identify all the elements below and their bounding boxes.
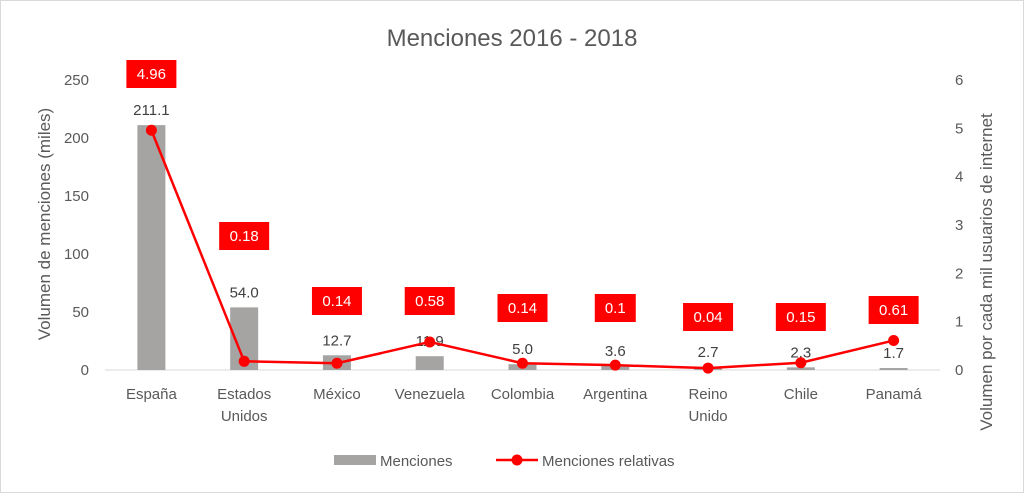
left-tick-label: 200 [64,130,89,147]
category-label: México [313,386,361,403]
bar-value-label: 211.1 [133,102,169,119]
category-label: Panamá [866,386,923,403]
line-point [517,357,528,369]
category-label: Colombia [491,386,555,403]
category-axis-labels: España Estados Unidos México Venezuela Colomb… [126,386,922,425]
category-label: España [126,386,178,403]
line-value-label: 0.15 [786,309,815,326]
line-value-box [126,60,177,88]
left-tick-label: 50 [72,304,89,321]
line-value-label: 0.14 [508,300,537,317]
legend-label-menciones-relativas: Menciones relativas [542,453,675,470]
right-tick-label: 6 [955,72,963,89]
category-label: Argentina [583,386,648,403]
legend: Menciones Menciones relativas [334,453,675,470]
line-value-box [868,296,919,324]
left-tick-label: 0 [81,362,89,379]
category-label: Chile [784,386,818,403]
chart-title: Menciones 2016 - 2018 [387,25,638,52]
line-point [238,355,250,367]
left-tick-label: 250 [64,72,89,89]
line-value-label: 0.61 [879,302,908,319]
line-value-box [219,222,270,250]
legend-label-menciones: Menciones [380,453,453,470]
legend-swatch-menciones [334,455,376,465]
line-value-label: 0.04 [693,309,722,326]
line-value-box [497,294,548,322]
line-value-label: 0.58 [415,293,444,310]
right-axis-ticks: 0 1 2 3 4 5 6 [955,72,963,379]
left-tick-label: 100 [64,246,89,263]
category-label: Estados [217,386,271,403]
line-point [888,335,900,347]
line-value-box [404,287,455,315]
category-label: Reino [688,386,727,403]
right-tick-label: 5 [955,120,963,137]
line-value-box [775,303,826,331]
bar-value-label: 12.7 [322,332,351,349]
category-label: Unidos [221,408,268,425]
right-axis-title: Volumen por cada mil usuarios de interne… [977,113,996,431]
line-point [145,124,157,136]
line-value-label: 0.18 [230,228,259,245]
right-tick-label: 2 [955,265,963,282]
bar-value-label: 1.7 [883,345,904,362]
bar-value-label: 2.3 [790,344,811,361]
bar-value-label: 54.0 [230,284,259,301]
line-point [424,336,436,348]
bar [879,368,908,370]
line-point [795,357,807,369]
line-data-labels: 4.96 0.18 0.14 0.58 0.14 0.1 0.04 0.15 0.61 [126,60,919,331]
line-point [331,357,343,369]
bar-value-label: 5.0 [512,341,533,358]
bar-value-label: 2.7 [698,344,719,361]
bar-value-label: 3.6 [605,343,626,360]
line-value-label: 0.1 [605,300,626,317]
bar-data-labels: 211.154.012.711.95.03.62.72.31.7 [133,102,904,362]
legend-marker [511,454,523,466]
left-axis-title: Volumen de menciones (miles) [35,108,54,340]
bar [786,367,815,370]
right-tick-label: 1 [955,314,963,331]
right-tick-label: 0 [955,362,963,379]
line-value-label: 4.96 [137,66,166,83]
line-point [609,359,621,371]
bar [415,356,444,370]
left-axis-ticks: 0 50 100 150 200 250 [64,72,89,379]
line-value-box [683,303,734,331]
line-value-box [311,287,362,315]
line-series-menciones-relativas [145,124,900,374]
line-point [702,362,714,374]
right-tick-label: 3 [955,217,963,234]
line-value-box [594,294,636,322]
right-tick-label: 4 [955,169,963,186]
line-value-label: 0.14 [322,293,351,310]
category-label: Unido [688,408,727,425]
left-tick-label: 150 [64,188,89,205]
category-label: Venezuela [395,386,466,403]
bar [137,125,166,371]
